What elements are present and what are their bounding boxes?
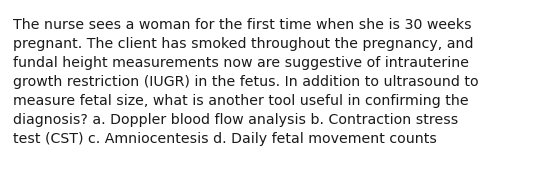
Text: The nurse sees a woman for the first time when she is 30 weeks
pregnant. The cli: The nurse sees a woman for the first tim… (13, 18, 479, 146)
